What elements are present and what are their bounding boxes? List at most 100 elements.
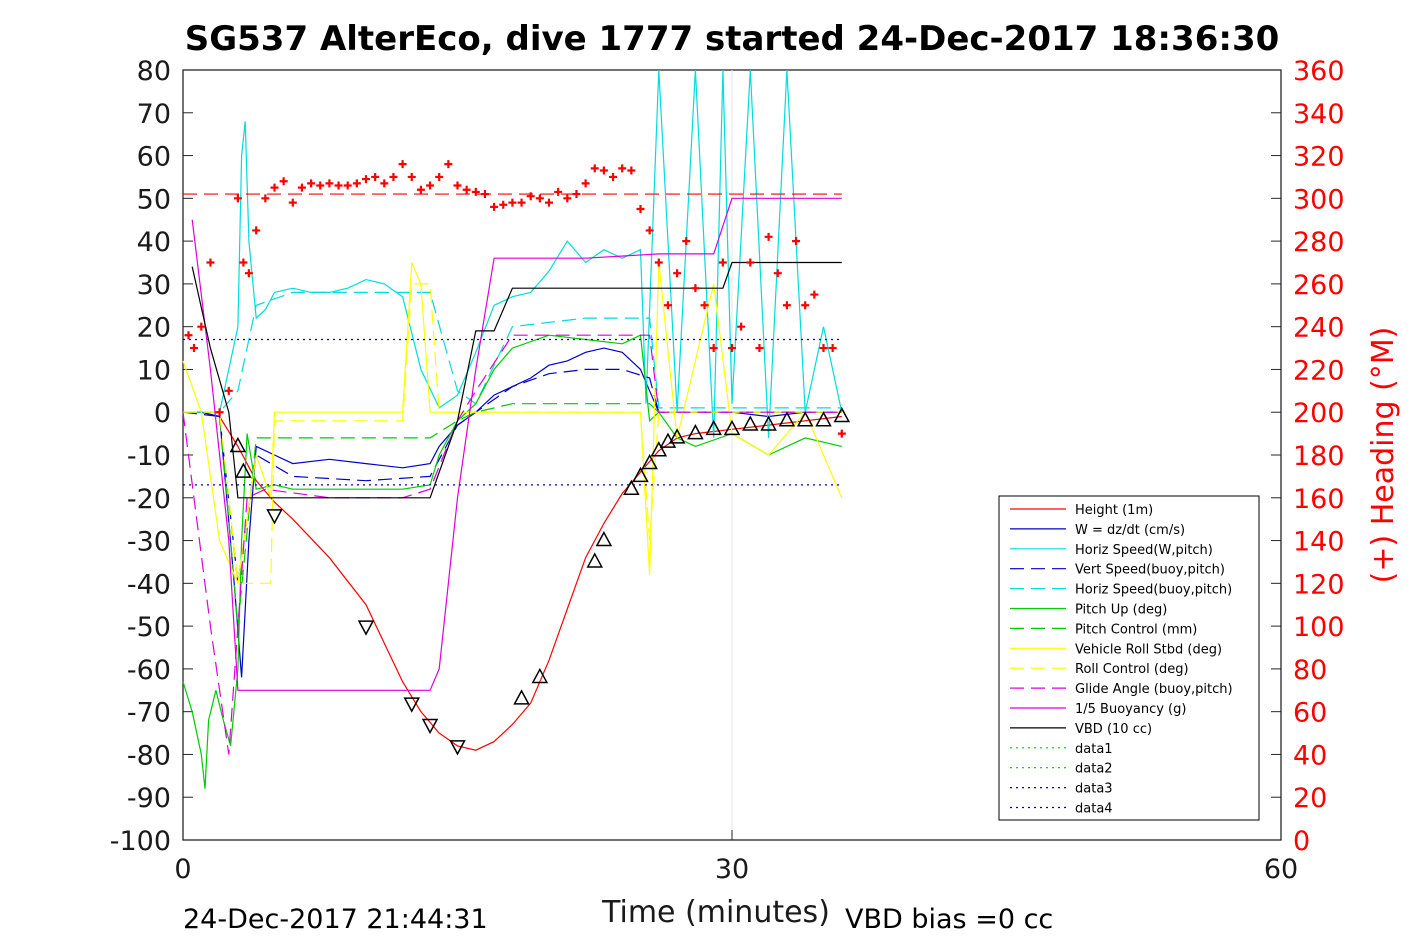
heading-marker — [206, 258, 215, 267]
heading-marker — [407, 172, 416, 181]
y-tick-label: -30 — [127, 527, 171, 558]
left-axis: 80 70 60 50 40 30 20 10 0 -10 -20 -30 -40 -50 -60 -70 -8… — [110, 56, 193, 857]
heading-marker — [398, 160, 407, 169]
series-line-horiz-speed-w-pitch — [183, 69, 843, 438]
heading-marker — [426, 181, 435, 190]
ascent-marker — [235, 462, 252, 478]
heading-marker — [279, 177, 288, 186]
y-right-tick-label: 100 — [1293, 612, 1345, 643]
y-tick-label: -10 — [127, 441, 171, 472]
heading-marker — [297, 183, 306, 192]
heading-marker — [728, 344, 736, 353]
y-tick-label: -80 — [127, 740, 171, 771]
y-tick-label: 60 — [137, 142, 171, 173]
heading-marker — [746, 258, 755, 267]
y-tick-label: -60 — [127, 655, 171, 686]
x-tick-label: 30 — [715, 854, 749, 885]
ascent-marker — [668, 428, 686, 444]
y-tick-label: 30 — [137, 270, 171, 301]
ascent-marker — [760, 415, 777, 431]
legend-label: Pitch Control (mm) — [1075, 622, 1197, 637]
heading-marker — [307, 179, 316, 188]
heading-marker — [389, 172, 398, 181]
heading-marker — [682, 237, 691, 246]
right-axis-label: (+) Heading (°M) — [1366, 327, 1401, 584]
descent-marker — [421, 718, 439, 735]
heading-marker — [184, 331, 193, 340]
heading-marker — [636, 205, 645, 214]
y-right-tick-label: 140 — [1293, 527, 1345, 558]
heading-marker — [380, 179, 389, 188]
heading-marker — [609, 172, 618, 181]
y-tick-label: -50 — [127, 612, 171, 643]
y-right-tick-label: 0 — [1293, 826, 1310, 857]
heading-marker — [435, 172, 444, 181]
heading-marker — [554, 187, 563, 196]
y-right-tick-label: 40 — [1293, 740, 1327, 771]
y-right-tick-label: 80 — [1293, 655, 1327, 686]
y-right-tick-label: 220 — [1293, 355, 1345, 386]
descent-marker — [449, 740, 466, 756]
legend-label: W = dz/dt (cm/s) — [1075, 523, 1185, 538]
heading-marker — [563, 194, 572, 203]
y-tick-label: 50 — [137, 184, 171, 215]
heading-marker — [599, 166, 608, 175]
heading-marker — [718, 258, 727, 267]
heading-marker — [224, 386, 233, 395]
heading-marker — [416, 185, 425, 194]
heading-marker — [334, 181, 343, 190]
legend-label: data4 — [1075, 802, 1113, 817]
legend-label: Vehicle Roll Stbd (deg) — [1075, 642, 1222, 657]
legend-label: Vert Speed(buoy,pitch) — [1075, 563, 1225, 578]
dive-marker-layer — [229, 406, 851, 756]
heading-marker — [819, 344, 828, 353]
heading-marker — [239, 258, 248, 267]
heading-marker — [663, 301, 672, 310]
heading-marker — [270, 183, 279, 192]
y-right-tick-label: 280 — [1293, 227, 1345, 258]
series-line-glide-angle-buoy-pitch — [182, 334, 842, 755]
heading-marker — [444, 160, 453, 169]
y-right-tick-label: 300 — [1293, 184, 1345, 215]
y-tick-label: 0 — [154, 398, 171, 429]
heading-marker — [764, 232, 773, 241]
heading-marker — [782, 301, 791, 310]
heading-marker — [244, 269, 253, 278]
heading-marker — [343, 181, 352, 190]
heading-marker — [810, 290, 819, 299]
heading-marker — [197, 322, 206, 331]
heading-marker — [233, 194, 242, 203]
legend-label: Height (1m) — [1075, 503, 1153, 518]
y-right-tick-label: 180 — [1293, 441, 1345, 472]
y-tick-label: -20 — [127, 484, 171, 515]
heading-marker — [499, 200, 508, 209]
ascent-marker — [641, 453, 658, 470]
legend-label: data3 — [1075, 782, 1113, 797]
ascent-marker — [513, 689, 530, 705]
heading-marker — [189, 344, 198, 353]
ascent-marker — [586, 552, 604, 568]
heading-marker — [371, 172, 380, 181]
y-right-tick-label: 240 — [1293, 313, 1345, 344]
legend-label: data1 — [1075, 742, 1113, 757]
heading-marker — [453, 181, 462, 190]
series-line-vbd-10-cc — [191, 261, 842, 499]
ascent-marker — [229, 436, 247, 453]
y-right-tick-label: 120 — [1293, 569, 1345, 600]
footer-vbd-bias: VBD bias =0 cc — [845, 904, 1053, 935]
y-tick-label: 40 — [137, 227, 171, 258]
heading-marker — [362, 175, 370, 184]
heading-marker — [215, 408, 224, 417]
heading-marker — [508, 198, 517, 207]
heading-marker — [480, 190, 489, 199]
x-axis-label: Time (minutes) — [601, 895, 830, 930]
y-tick-label: 70 — [137, 99, 171, 130]
right-axis: 3603403203002802602402202001801601401201… — [1271, 56, 1345, 857]
ascent-marker — [796, 411, 814, 427]
x-tick-label: 0 — [174, 854, 191, 885]
heading-marker — [352, 179, 361, 188]
footer-timestamp: 24-Dec-2017 21:44:31 — [183, 904, 488, 935]
heading-marker — [737, 322, 746, 331]
heading-marker — [700, 301, 709, 310]
series-line-pitch-control-mm — [183, 403, 842, 627]
